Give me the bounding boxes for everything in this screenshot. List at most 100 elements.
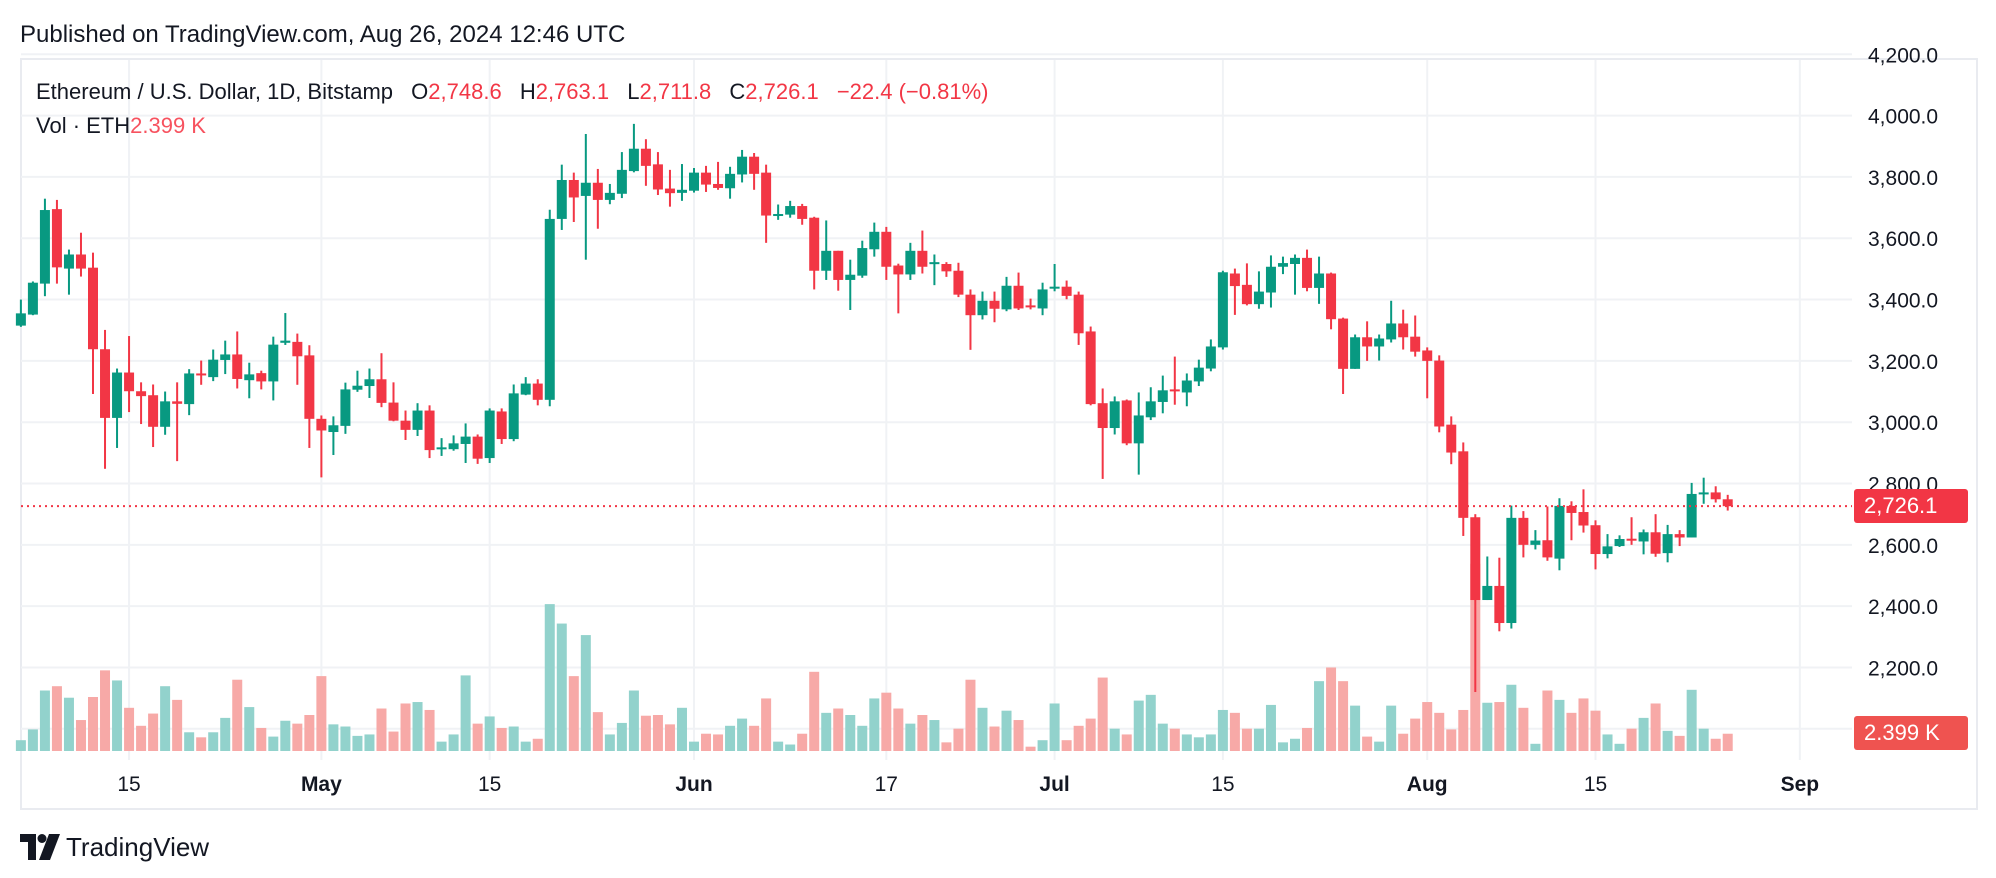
price-tick-label: 2,400.0 [1868, 596, 1938, 619]
candle-body [352, 385, 363, 390]
candle-wick [1414, 315, 1417, 357]
volume-bar [1578, 698, 1589, 751]
candle-wick [296, 333, 299, 385]
candle-body [208, 359, 219, 378]
candle-wick [933, 254, 936, 286]
candle-wick [680, 164, 683, 201]
candle-body [905, 250, 916, 275]
volume-bar [136, 725, 147, 751]
volume-bar [1494, 702, 1505, 751]
candle-body [1638, 532, 1649, 542]
published-caption: Published on TradingView.com, Aug 26, 20… [20, 21, 626, 48]
time-tick-label: 17 [875, 773, 898, 796]
volume-bar [328, 724, 339, 751]
candle-body [112, 372, 123, 418]
candle-body [773, 214, 784, 217]
price-tick-label: 3,400.0 [1868, 290, 1938, 313]
candle-body [220, 354, 231, 360]
candle-wick [332, 416, 335, 456]
volume-bar [1410, 718, 1421, 751]
volume-bar [1518, 707, 1529, 751]
time-tick-label: 15 [478, 773, 501, 796]
candle-body [148, 395, 159, 427]
volume-bar [340, 726, 351, 751]
candle-wick [1173, 356, 1176, 405]
candle-wick [1233, 268, 1236, 315]
candle-body [1326, 273, 1337, 320]
volume-bar [592, 712, 603, 751]
candle-body [1145, 401, 1156, 418]
candle-wick [392, 382, 395, 422]
candle-wick [1702, 477, 1705, 504]
volume-bar [388, 731, 399, 751]
volume-bar [676, 707, 687, 751]
candle-body [1542, 540, 1553, 558]
symbol-legend: Ethereum / U.S. Dollar, 1D, Bitstamp O2,… [36, 78, 988, 106]
time-axis[interactable]: 15 May 15 Jun 17 Jul 15 Aug 15 Sep [117, 773, 1819, 796]
volume-bar [75, 720, 86, 751]
candle-wick [584, 133, 587, 260]
tradingview-logo-icon [20, 834, 60, 860]
candle-body [496, 411, 507, 440]
price-axis[interactable]: 4,200.0 4,000.0 3,800.0 3,600.0 3,400.0 3,200… [1868, 44, 1938, 680]
volume-label: Vol · ETH [36, 113, 131, 138]
volume-bar [508, 726, 519, 751]
candle-wick [19, 299, 22, 327]
candle-body [1241, 284, 1252, 305]
volume-bar [1229, 712, 1240, 751]
volume-bar [1674, 735, 1685, 751]
volume-bar [268, 736, 279, 751]
volume-bar [376, 708, 387, 751]
volume-bar [436, 741, 447, 751]
candle-body [316, 418, 327, 431]
volume-series [15, 563, 1733, 751]
candle-body [929, 262, 940, 265]
candle-wick [1582, 489, 1585, 533]
candle-body [388, 402, 399, 421]
candle-body [604, 192, 615, 200]
candle-body [869, 231, 880, 250]
grid-lines [21, 53, 1852, 760]
candle-wick [1630, 517, 1633, 545]
candle-body [400, 420, 411, 430]
volume-bar [1314, 681, 1325, 751]
candle-body [484, 410, 495, 459]
candle-body [1133, 415, 1144, 444]
volume-bar [1253, 728, 1264, 751]
volume-bar [881, 692, 892, 751]
volume-bar [1109, 728, 1120, 751]
price-tick-label: 2,600.0 [1868, 535, 1938, 558]
candle-body [1470, 517, 1481, 601]
candle-body [124, 372, 135, 392]
candle-body [1193, 367, 1204, 382]
candle-body [664, 188, 675, 194]
candle-body [1662, 534, 1673, 554]
candle-body [1698, 492, 1709, 495]
tradingview-logo[interactable]: TradingView [20, 830, 209, 864]
candle-body [713, 183, 724, 188]
price-tick-label: 2,200.0 [1868, 657, 1938, 680]
candle-body [1458, 451, 1469, 518]
volume-bar [1722, 733, 1733, 751]
close-label: C [729, 79, 746, 104]
candle-body [304, 355, 315, 419]
candle-wick [1378, 334, 1381, 361]
volume-bar [1241, 728, 1252, 751]
candle-body [1626, 538, 1637, 541]
candle-body [1121, 400, 1132, 444]
volume-bar [1302, 727, 1313, 751]
candle-body [1482, 585, 1493, 601]
candle-body [1169, 389, 1180, 392]
candle-wick [140, 382, 143, 425]
candle-body [448, 443, 459, 450]
candle-body [977, 300, 988, 316]
low-label: L [627, 79, 640, 104]
volume-bar [364, 734, 375, 751]
candle-wick [849, 259, 852, 310]
volume-bar [1698, 728, 1709, 751]
candle-body [27, 282, 38, 315]
candle-body [100, 349, 111, 418]
candle-wick [1486, 556, 1489, 601]
candle-wick [248, 362, 251, 399]
